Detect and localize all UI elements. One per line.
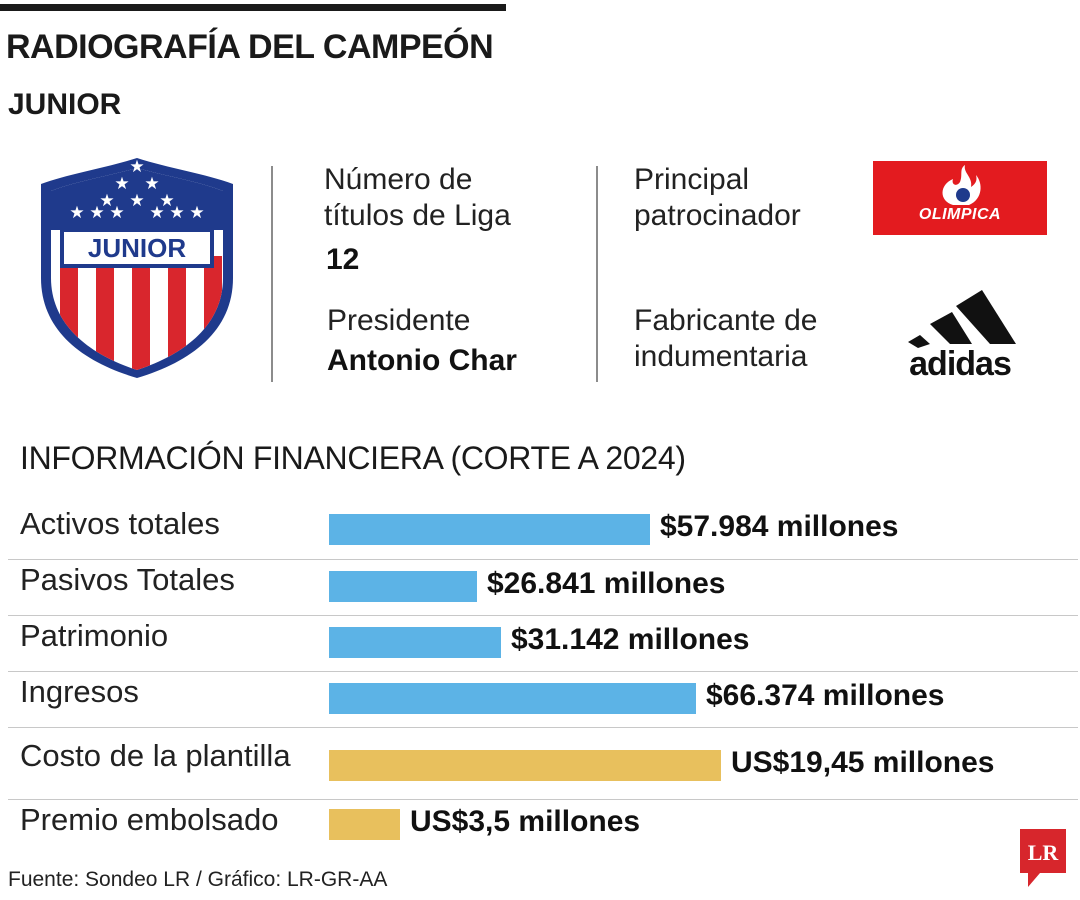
svg-text:★: ★: [149, 203, 164, 223]
row-divider: [8, 727, 1078, 728]
svg-text:★: ★: [129, 157, 144, 177]
svg-text:★: ★: [189, 203, 204, 223]
bar: [329, 809, 400, 840]
adidas-logo-text: adidas: [909, 345, 1011, 378]
bar: [329, 750, 721, 781]
svg-text:★: ★: [109, 203, 124, 223]
bar: [329, 627, 501, 658]
titles-value: 12: [326, 243, 360, 276]
divider-vertical-2: [596, 166, 598, 382]
titles-label-line1: Número de: [324, 163, 473, 196]
row-divider: [8, 559, 1078, 560]
bar-value-label: $26.841 millones: [487, 567, 726, 600]
svg-text:★: ★: [114, 174, 129, 194]
svg-text:★: ★: [99, 191, 114, 211]
row-label: Activos totales: [20, 506, 220, 541]
flame-icon: [942, 165, 981, 205]
svg-text:★: ★: [129, 191, 144, 211]
sponsor-label-line1: Principal: [634, 163, 750, 196]
source-note: Fuente: Sondeo LR / Gráfico: LR-GR-AA: [8, 868, 388, 891]
bar-value-label: $66.374 millones: [706, 679, 945, 712]
bar: [329, 571, 477, 602]
bar-value-label: US$19,45 millones: [731, 746, 995, 779]
bar-value-label: $57.984 millones: [660, 510, 899, 543]
olimpica-logo-text: OLIMPICA: [918, 206, 1002, 223]
president-value: Antonio Char: [327, 344, 517, 377]
bar: [329, 514, 650, 545]
row-label: Patrimonio: [20, 618, 169, 653]
lr-logo: LR: [1020, 829, 1066, 887]
titles-label-line2: títulos de Liga: [324, 199, 511, 232]
row-label: Ingresos: [20, 674, 139, 709]
svg-text:★: ★: [144, 174, 159, 194]
page-title: RADIOGRAFÍA DEL CAMPEÓN: [6, 28, 494, 66]
manufacturer-label-line1: Fabricante de: [634, 304, 818, 337]
junior-crest-logo: ★ ★ ★ ★ ★ ★ ★ ★ ★ ★ ★ ★ JUNIOR: [41, 157, 233, 378]
bar: [329, 683, 696, 714]
manufacturer-label-line2: indumentaria: [634, 340, 808, 373]
svg-text:★: ★: [159, 191, 174, 211]
svg-text:★: ★: [89, 203, 104, 223]
row-label: Premio embolsado: [20, 802, 279, 837]
adidas-logo: adidas: [908, 290, 1016, 378]
lr-logo-text: LR: [1028, 840, 1060, 865]
divider-vertical-1: [271, 166, 273, 382]
row-divider: [8, 671, 1078, 672]
row-divider: [8, 799, 1078, 800]
president-label: Presidente: [327, 304, 471, 337]
row-divider: [8, 615, 1078, 616]
page-subtitle: JUNIOR: [8, 88, 122, 121]
crest-text: JUNIOR: [88, 233, 186, 263]
row-label: Pasivos Totales: [20, 562, 235, 597]
olimpica-logo: OLIMPICA: [873, 161, 1047, 235]
sponsor-label-line2: patrocinador: [634, 199, 801, 232]
bar-value-label: $31.142 millones: [511, 623, 750, 656]
row-label: Costo de la plantilla: [20, 738, 291, 773]
section-title: INFORMACIÓN FINANCIERA (CORTE A 2024): [20, 440, 686, 476]
svg-text:★: ★: [169, 203, 184, 223]
top-rule: [0, 4, 506, 11]
bar-value-label: US$3,5 millones: [410, 805, 641, 838]
svg-text:★: ★: [69, 203, 84, 223]
